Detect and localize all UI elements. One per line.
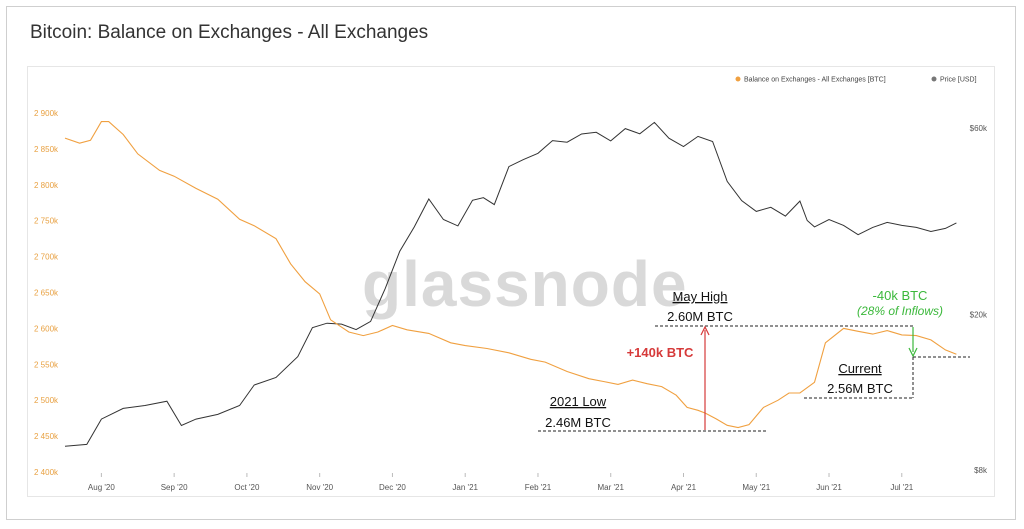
y-left-tick-label: 2 800k (34, 181, 59, 190)
y-left-tick-label: 2 450k (34, 432, 59, 441)
decrease-note: (28% of Inflows) (857, 304, 943, 318)
series-line-balance (64, 121, 957, 429)
legend-dot-balance (735, 76, 741, 82)
x-tick-label: Jan '21 (452, 483, 478, 492)
may-high-label: May High (673, 289, 728, 304)
watermark: glassnode (362, 248, 688, 320)
y-left-tick-label: 2 700k (34, 253, 59, 262)
y-left-tick-label: 2 500k (34, 396, 59, 405)
y-axis-right: $8k $20k $60k (970, 124, 988, 475)
x-tick-label: Jun '21 (816, 483, 842, 492)
decrease-label: -40k BTC (873, 288, 928, 303)
y-left-tick-label: 2 750k (34, 217, 59, 226)
may-high-value: 2.60M BTC (667, 309, 733, 324)
increase-arrow-head (700, 325, 710, 336)
x-tick-label: Mar '21 (598, 483, 625, 492)
x-tick-label: Jul '21 (890, 483, 913, 492)
y-right-tick-label: $20k (970, 310, 988, 319)
legend-label-price[interactable]: Price [USD] (940, 77, 977, 84)
y-left-tick-label: 2 600k (34, 324, 59, 333)
y-left-tick-label: 2 400k (34, 468, 59, 477)
x-tick-label: Oct '20 (234, 483, 260, 492)
y-left-tick-label: 2 850k (34, 145, 59, 154)
x-axis: Aug '20 Sep '20 Oct '20 Nov '20 Dec '20 Jan '… (88, 473, 914, 492)
x-tick-label: Nov '20 (306, 483, 333, 492)
decrease-arrow-head (908, 347, 918, 358)
series-line-price (64, 121, 957, 447)
x-tick-label: May '21 (742, 483, 770, 492)
x-tick-label: Sep '20 (161, 483, 188, 492)
y-left-tick-label: 2 650k (34, 289, 59, 298)
low-2021-label: 2021 Low (550, 394, 607, 409)
y-left-tick-label: 2 900k (34, 109, 59, 118)
legend-dot-price (931, 76, 937, 82)
low-2021-value: 2.46M BTC (545, 415, 611, 430)
page-title: Bitcoin: Balance on Exchanges - All Exch… (30, 22, 429, 43)
chart-panel (27, 66, 995, 497)
current-value: 2.56M BTC (827, 381, 893, 396)
x-tick-label: Dec '20 (379, 483, 406, 492)
legend-label-balance[interactable]: Balance on Exchanges - All Exchanges [BT… (744, 77, 886, 84)
chart-frame (6, 6, 1016, 520)
y-axis-left: 2 400k 2 450k 2 500k 2 550k 2 600k 2 650k 2 70… (34, 109, 59, 477)
y-right-tick-label: $8k (974, 466, 988, 475)
x-tick-label: Feb '21 (525, 483, 552, 492)
x-tick-label: Aug '20 (88, 483, 115, 492)
increase-label: +140k BTC (627, 345, 694, 360)
y-left-tick-label: 2 550k (34, 360, 59, 369)
x-tick-label: Apr '21 (671, 483, 697, 492)
current-label: Current (838, 361, 882, 376)
y-right-tick-label: $60k (970, 124, 988, 133)
